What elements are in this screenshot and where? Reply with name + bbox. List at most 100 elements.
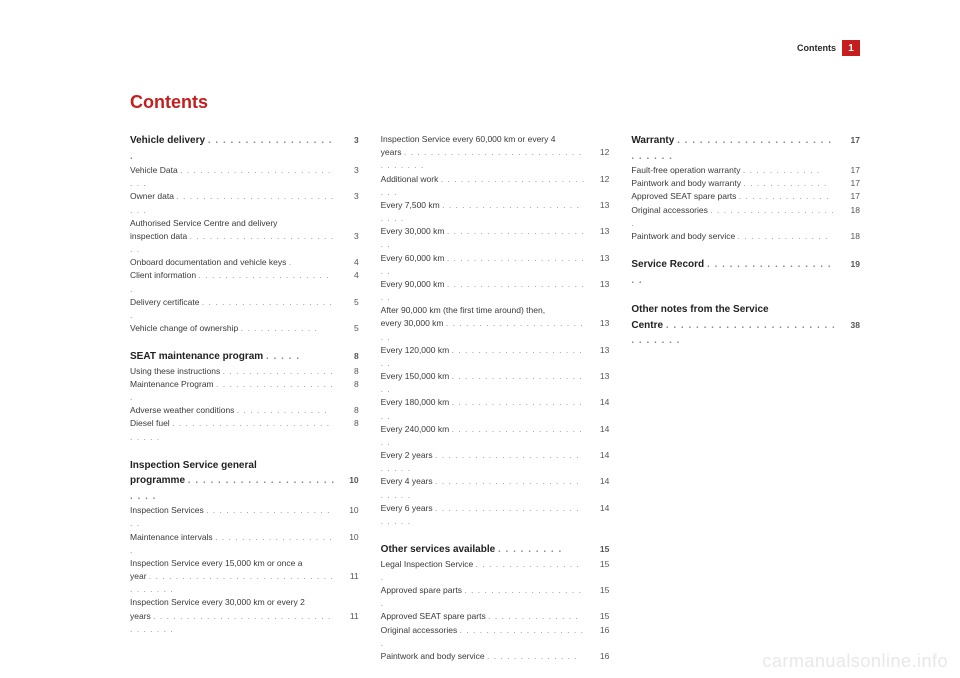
toc-label: Onboard documentation and vehicle keys <box>130 257 286 267</box>
toc-columns: Vehicle delivery . . . . . . . . . . . .… <box>130 133 860 663</box>
toc-label: Vehicle Data <box>130 165 178 175</box>
toc-column-2: Inspection Service every 60,000 km or ev… <box>381 133 610 663</box>
toc-page: 17 <box>842 190 860 203</box>
toc-entry: Vehicle Data . . . . . . . . . . . . . .… <box>130 164 359 190</box>
toc-label: Original accessories <box>381 625 458 635</box>
toc-label: Every 4 years <box>381 476 433 486</box>
toc-entry: inspection data . . . . . . . . . . . . … <box>130 230 359 256</box>
toc-entry: Every 2 years . . . . . . . . . . . . . … <box>381 449 610 475</box>
toc-page: 13 <box>591 278 609 291</box>
toc-label: After 90,000 km (the first time around) … <box>381 304 610 317</box>
toc-label: Every 60,000 km <box>381 253 445 263</box>
toc-page: 16 <box>591 624 609 637</box>
toc-label: Inspection Service every 30,000 km or ev… <box>130 596 359 609</box>
toc-page: 19 <box>843 258 860 271</box>
page-container: Contents 1 Contents Vehicle delivery . .… <box>130 40 860 658</box>
toc-entry: Approved SEAT spare parts . . . . . . . … <box>631 190 860 203</box>
toc-page: 38 <box>845 319 860 332</box>
toc-entry: Every 240,000 km . . . . . . . . . . . .… <box>381 423 610 449</box>
toc-section: SEAT maintenance program . . . . . 8 <box>130 349 359 365</box>
toc-entry: Paintwork and body warranty . . . . . . … <box>631 177 860 190</box>
toc-label: years <box>381 147 402 157</box>
toc-page: 8 <box>341 378 359 391</box>
dot-leader: . . . . . . . . . . . . . . . . . <box>223 366 334 376</box>
dot-leader: . . . . . . . . . . . . . . . . . . . . … <box>130 571 334 594</box>
toc-page: 17 <box>845 134 860 147</box>
toc-page: 13 <box>591 317 609 330</box>
toc-label: Paintwork and body service <box>631 231 735 241</box>
toc-entry: Authorised Service Centre and delivery <box>130 217 359 230</box>
toc-label: Every 120,000 km <box>381 345 450 355</box>
toc-entry: years . . . . . . . . . . . . . . . . . … <box>130 610 359 636</box>
dot-leader: . . . . . . . . . . . . <box>241 323 318 333</box>
toc-page: 15 <box>591 543 609 556</box>
dot-leader: . . . . . . . . . <box>498 544 562 555</box>
toc-section-label: Inspection Service general <box>130 458 257 474</box>
toc-entry: Original accessories . . . . . . . . . .… <box>381 624 610 650</box>
dot-leader: . . . . . . . . . . . . . <box>743 178 827 188</box>
toc-label: Every 30,000 km <box>381 226 445 236</box>
toc-label: Authorised Service Centre and delivery <box>130 217 359 230</box>
toc-section: Other notes from the Service <box>631 302 860 318</box>
toc-section-label: Warranty <box>631 135 674 146</box>
toc-label: Adverse weather conditions <box>130 405 234 415</box>
toc-page: 10 <box>343 474 359 487</box>
toc-page: 13 <box>591 344 609 357</box>
toc-page: 14 <box>591 502 609 515</box>
toc-entry: Client information . . . . . . . . . . .… <box>130 269 359 295</box>
dot-leader: . . . . . . . . . . . . . . . . . . . . … <box>631 320 836 347</box>
toc-page: 5 <box>341 322 359 335</box>
toc-entry: Every 4 years . . . . . . . . . . . . . … <box>381 475 610 501</box>
toc-entry: years . . . . . . . . . . . . . . . . . … <box>381 146 610 172</box>
toc-page: 18 <box>842 230 860 243</box>
toc-entry: Every 7,500 km . . . . . . . . . . . . .… <box>381 199 610 225</box>
toc-label: Legal Inspection Service <box>381 559 474 569</box>
toc-section: Centre . . . . . . . . . . . . . . . . .… <box>631 318 860 349</box>
toc-page: 17 <box>842 177 860 190</box>
toc-page: 16 <box>591 650 609 663</box>
toc-section-label: Service Record <box>631 259 704 270</box>
dot-leader: . . . . . <box>266 351 300 362</box>
toc-page: 8 <box>341 417 359 430</box>
toc-entry: Inspection Service every 15,000 km or on… <box>130 557 359 570</box>
header-page-tab: 1 <box>842 40 860 56</box>
toc-page: 12 <box>591 146 609 159</box>
toc-label: Fault-free operation warranty <box>631 165 740 175</box>
toc-entry: Fault-free operation warranty . . . . . … <box>631 164 860 177</box>
toc-entry: Additional work . . . . . . . . . . . . … <box>381 173 610 199</box>
toc-section-label: Vehicle delivery <box>130 135 205 146</box>
toc-entry: Approved SEAT spare parts . . . . . . . … <box>381 610 610 623</box>
toc-section: Inspection Service general <box>130 458 359 474</box>
toc-entry: Approved spare parts . . . . . . . . . .… <box>381 584 610 610</box>
toc-entry: Owner data . . . . . . . . . . . . . . .… <box>130 190 359 216</box>
dot-leader: . . . . . . . . . . . . . . <box>488 611 579 621</box>
toc-page: 4 <box>341 256 359 269</box>
toc-entry: Inspection Service every 30,000 km or ev… <box>130 596 359 609</box>
toc-label: Additional work <box>381 174 439 184</box>
toc-label: Paintwork and body service <box>381 651 485 661</box>
header-section-label: Contents <box>797 43 836 53</box>
toc-page: 17 <box>842 164 860 177</box>
dot-leader: . . . . . . . . . . . . . . <box>487 651 578 661</box>
toc-page: 14 <box>591 396 609 409</box>
toc-label: every 30,000 km <box>381 318 444 328</box>
toc-page: 13 <box>591 370 609 383</box>
toc-entry: Every 120,000 km . . . . . . . . . . . .… <box>381 344 610 370</box>
toc-page: 15 <box>591 584 609 597</box>
toc-label: Inspection Services <box>130 505 204 515</box>
toc-page: 4 <box>341 269 359 282</box>
toc-entry: Using these instructions . . . . . . . .… <box>130 365 359 378</box>
toc-entry: every 30,000 km . . . . . . . . . . . . … <box>381 317 610 343</box>
toc-section: Warranty . . . . . . . . . . . . . . . .… <box>631 133 860 164</box>
toc-section-label: Other notes from the Service <box>631 302 768 318</box>
toc-entry: Legal Inspection Service . . . . . . . .… <box>381 558 610 584</box>
toc-page: 14 <box>591 449 609 462</box>
toc-entry: Delivery certificate . . . . . . . . . .… <box>130 296 359 322</box>
toc-label: Every 240,000 km <box>381 424 450 434</box>
toc-page: 14 <box>591 475 609 488</box>
toc-label: Inspection Service every 60,000 km or ev… <box>381 133 610 146</box>
toc-entry: Paintwork and body service . . . . . . .… <box>381 650 610 663</box>
dot-leader: . . . . . . . . . . . . . . <box>738 231 829 241</box>
toc-section-label: Other services available <box>381 544 496 555</box>
toc-entry: Every 180,000 km . . . . . . . . . . . .… <box>381 396 610 422</box>
